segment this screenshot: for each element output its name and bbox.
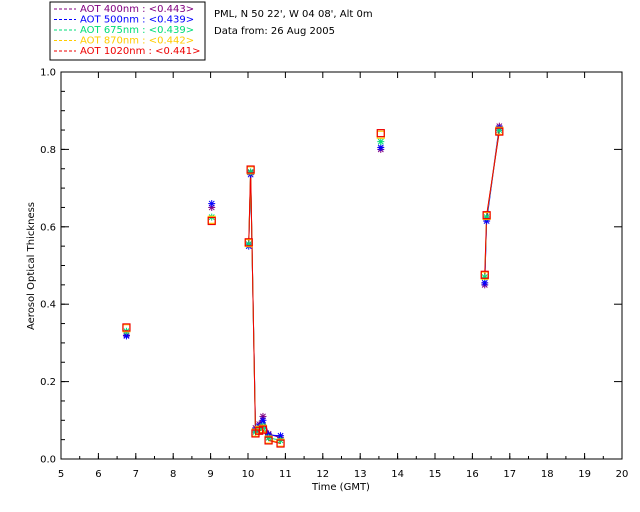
- series-line: [484, 126, 500, 285]
- x-tick-label: 19: [578, 469, 591, 480]
- data-point: [264, 436, 273, 445]
- x-tick-label: 6: [95, 469, 101, 480]
- axes: 5 6 7 8 9 10 11 12 13 14 15 16 17 18 19 20 0.0 0.2 0.4 0.6 0…: [40, 68, 628, 481]
- y-tick-label: 0.4: [40, 300, 56, 311]
- data-point: [495, 127, 504, 136]
- data-point: [208, 200, 216, 208]
- data-point: [276, 439, 285, 448]
- y-tick-label: 0.2: [40, 377, 56, 388]
- data-point: [122, 323, 131, 332]
- x-tick-label: 5: [58, 469, 64, 480]
- x-tick-label: 11: [279, 469, 292, 480]
- x-tick-label: 7: [133, 469, 139, 480]
- y-axis-label: Aerosol Optical Thickness: [26, 202, 37, 330]
- series-line: [484, 131, 500, 275]
- y-tick-label: 1.0: [40, 68, 56, 79]
- x-tick-label: 10: [242, 469, 255, 480]
- legend-entry: AOT 675nm : <0.439>: [80, 25, 194, 36]
- series-line: [484, 128, 500, 283]
- series-line: [248, 169, 281, 445]
- series-line: [484, 129, 500, 278]
- data-point: [246, 165, 255, 174]
- legend: AOT 400nm : <0.443>AOT 500nm : <0.439>AO…: [54, 4, 200, 57]
- series-line: [484, 130, 500, 276]
- legend-entry: AOT 400nm : <0.443>: [80, 4, 194, 15]
- site-line: PML, N 50 22', W 04 08', Alt 0m: [214, 9, 373, 20]
- legend-entry: AOT 1020nm : <0.441>: [80, 46, 200, 57]
- series-lines: [248, 126, 500, 445]
- x-tick-label: 8: [170, 469, 176, 480]
- legend-box: [49, 1, 206, 61]
- data-point: [376, 129, 385, 138]
- data-point: [377, 138, 385, 146]
- date-line: Data from: 26 Aug 2005: [214, 26, 335, 37]
- data-point: [265, 434, 273, 442]
- data-point: [207, 216, 216, 226]
- x-tick-label: 9: [207, 469, 213, 480]
- x-tick-label: 13: [354, 469, 367, 480]
- x-tick-label: 18: [541, 469, 554, 480]
- plot-frame: [60, 71, 623, 460]
- y-tick-label: 0.0: [40, 455, 56, 466]
- series-marks: [122, 122, 504, 448]
- y-tick-label: 0.8: [40, 145, 56, 156]
- x-tick-label: 14: [391, 469, 404, 480]
- x-tick-label: 20: [616, 469, 629, 480]
- x-axis-label: Time (GMT): [311, 482, 370, 493]
- x-tick-label: 15: [429, 469, 442, 480]
- data-point: [482, 211, 491, 220]
- data-point: [480, 270, 489, 279]
- legend-entry: AOT 870nm : <0.442>: [80, 36, 194, 47]
- y-tick-label: 0.6: [40, 222, 56, 233]
- data-point: [258, 425, 268, 434]
- x-tick-label: 12: [316, 469, 329, 480]
- x-tick-label: 16: [466, 469, 479, 480]
- data-point: [244, 238, 253, 247]
- x-tick-label: 17: [503, 469, 516, 480]
- legend-entry: AOT 500nm : <0.439>: [80, 15, 194, 26]
